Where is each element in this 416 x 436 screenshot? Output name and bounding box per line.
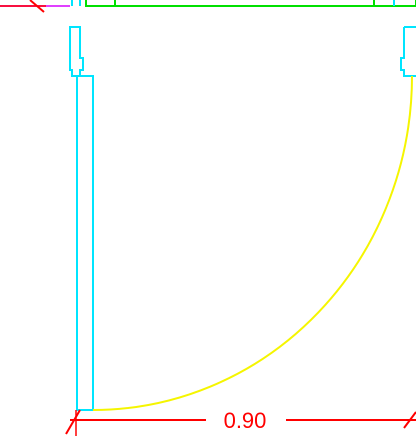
dimension-tick-left — [65, 409, 81, 435]
width-dimension: 0.90 — [65, 408, 416, 436]
right-door-frame — [400, 26, 416, 77]
top-dimension-tick — [0, 0, 46, 13]
left-door-frame — [69, 26, 84, 77]
dimension-label: 0.90 — [224, 408, 267, 433]
top-wall — [0, 0, 416, 7]
door-leaf — [76, 75, 94, 411]
dimension-tick-right — [403, 411, 416, 429]
door-swing-arc — [92, 75, 413, 411]
top-wall-segment — [85, 0, 416, 7]
